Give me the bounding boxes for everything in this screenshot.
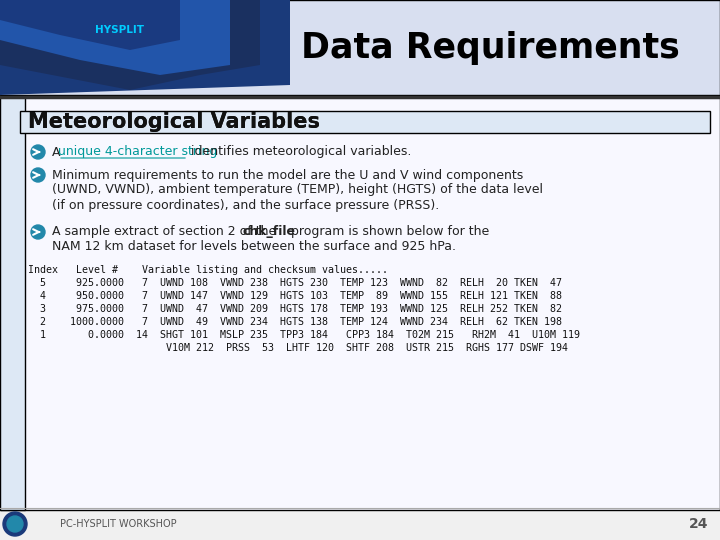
Text: HYSPLIT: HYSPLIT (96, 25, 145, 35)
Text: 4     950.0000   7  UWND 147  VWND 129  HGTS 103  TEMP  89  WWND 155  RELH 121 T: 4 950.0000 7 UWND 147 VWND 129 HGTS 103 … (28, 291, 562, 301)
Text: Meteorological Variables: Meteorological Variables (28, 112, 320, 132)
Text: 3     975.0000   7  UWND  47  VWND 209  HGTS 178  TEMP 193  WWND 125  RELH 252 T: 3 975.0000 7 UWND 47 VWND 209 HGTS 178 T… (28, 304, 562, 314)
Text: A: A (52, 145, 65, 159)
Circle shape (3, 512, 27, 536)
FancyBboxPatch shape (20, 111, 710, 133)
Text: identifies meteorological variables.: identifies meteorological variables. (191, 145, 411, 159)
Text: 1       0.0000  14  SHGT 101  MSLP 235  TPP3 184   CPP3 184  T02M 215   RH2M  41: 1 0.0000 14 SHGT 101 MSLP 235 TPP3 184 C… (28, 330, 580, 340)
FancyBboxPatch shape (0, 97, 25, 510)
Text: Meteorological Variables: Meteorological Variables (28, 112, 320, 132)
Polygon shape (0, 0, 180, 50)
Text: Minimum requirements to run the model are the U and V wind components: Minimum requirements to run the model ar… (52, 168, 523, 181)
Text: chk_file: chk_file (243, 226, 295, 239)
Circle shape (7, 516, 23, 532)
Circle shape (31, 145, 45, 159)
FancyBboxPatch shape (0, 97, 720, 510)
Text: PC-HYSPLIT WORKSHOP: PC-HYSPLIT WORKSHOP (60, 519, 176, 529)
Text: unique 4-character string: unique 4-character string (58, 145, 221, 159)
Polygon shape (0, 0, 260, 90)
Polygon shape (0, 0, 230, 75)
Text: Index   Level #    Variable listing and checksum values.....: Index Level # Variable listing and check… (28, 265, 388, 275)
Text: (if on pressure coordinates), and the surface pressure (PRSS).: (if on pressure coordinates), and the su… (52, 199, 439, 212)
Text: (UWND, VWND), ambient temperature (TEMP), height (HGTS) of the data level: (UWND, VWND), ambient temperature (TEMP)… (52, 184, 543, 197)
FancyBboxPatch shape (0, 0, 720, 95)
Text: V10M 212  PRSS  53  LHTF 120  SHTF 208  USTR 215  RGHS 177 DSWF 194: V10M 212 PRSS 53 LHTF 120 SHTF 208 USTR … (28, 343, 568, 353)
Circle shape (31, 225, 45, 239)
Text: 2    1000.0000   7  UWND  49  VWND 234  HGTS 138  TEMP 124  WWND 234  RELH  62 T: 2 1000.0000 7 UWND 49 VWND 234 HGTS 138 … (28, 317, 562, 327)
Polygon shape (0, 0, 290, 95)
Text: 24: 24 (688, 517, 708, 531)
Circle shape (31, 168, 45, 182)
Text: 5     925.0000   7  UWND 108  VWND 238  HGTS 230  TEMP 123  WWND  82  RELH  20 T: 5 925.0000 7 UWND 108 VWND 238 HGTS 230 … (28, 278, 562, 288)
Text: A sample extract of section 2 of the: A sample extract of section 2 of the (52, 226, 280, 239)
Text: Data Requirements: Data Requirements (301, 31, 680, 65)
Text: NAM 12 km dataset for levels between the surface and 925 hPa.: NAM 12 km dataset for levels between the… (52, 240, 456, 253)
Text: program is shown below for the: program is shown below for the (287, 226, 490, 239)
